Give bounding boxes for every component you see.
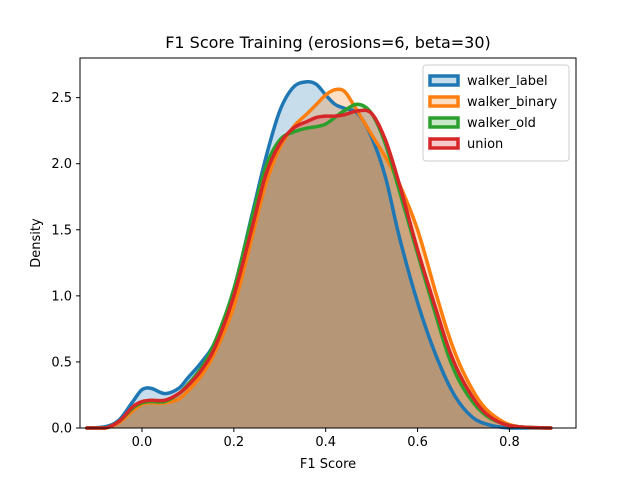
plot-frame bbox=[79, 57, 577, 429]
y-axis-label: Density bbox=[29, 218, 44, 268]
legend-swatch-walker_binary bbox=[428, 95, 460, 108]
y-tick-label: 1.5 bbox=[51, 223, 72, 238]
density-lines bbox=[85, 79, 553, 430]
chart-title: F1 Score Training (erosions=6, beta=30) bbox=[165, 33, 491, 52]
legend-swatch-walker_old bbox=[428, 116, 460, 129]
x-tick-label: 0.2 bbox=[224, 435, 245, 450]
x-tick-label: 0.4 bbox=[315, 435, 336, 450]
density-line-union bbox=[85, 108, 553, 430]
legend-label-walker_old: walker_old bbox=[467, 116, 536, 131]
y-tick-label: 0.5 bbox=[51, 355, 72, 370]
y-axis-ticks: 0.0 0.5 1.0 1.5 2.0 2.5 bbox=[51, 91, 80, 437]
density-fill-walker_old bbox=[86, 104, 551, 429]
density-line-walker_label bbox=[85, 79, 553, 430]
legend-swatch-union bbox=[428, 137, 460, 150]
density-fill-walker_label bbox=[86, 81, 551, 429]
y-tick-label: 0.0 bbox=[51, 422, 72, 437]
x-tick-label: 0.6 bbox=[407, 435, 428, 450]
legend-label-walker_label: walker_label bbox=[467, 74, 548, 89]
x-axis-label: F1 Score bbox=[300, 457, 356, 472]
x-tick-label: 0.0 bbox=[132, 435, 153, 450]
legend-label-union: union bbox=[467, 137, 503, 152]
density-fill-walker_binary bbox=[86, 89, 551, 428]
y-tick-label: 1.0 bbox=[51, 289, 72, 304]
y-tick-label: 2.0 bbox=[51, 157, 72, 172]
x-axis-ticks: 0.0 0.2 0.4 0.6 0.8 bbox=[132, 428, 520, 450]
y-tick-label: 2.5 bbox=[51, 91, 72, 106]
x-tick-label: 0.8 bbox=[499, 435, 520, 450]
legend-swatch-walker_label bbox=[428, 74, 460, 87]
legend-label-walker_binary: walker_binary bbox=[467, 95, 558, 110]
legend-box bbox=[422, 64, 570, 162]
